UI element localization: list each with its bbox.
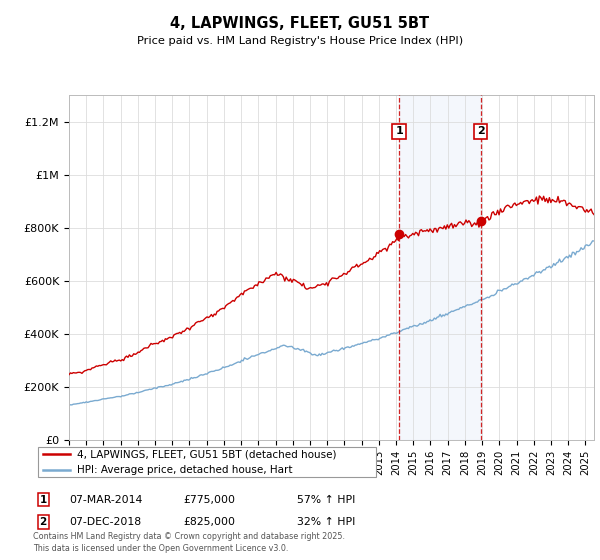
Text: 32% ↑ HPI: 32% ↑ HPI <box>297 517 355 527</box>
Text: 1: 1 <box>395 127 403 137</box>
FancyBboxPatch shape <box>38 447 376 477</box>
Text: 2: 2 <box>477 127 485 137</box>
Text: 1: 1 <box>40 494 47 505</box>
Bar <box>399 95 481 440</box>
Text: £775,000: £775,000 <box>183 494 235 505</box>
Text: Contains HM Land Registry data © Crown copyright and database right 2025.
This d: Contains HM Land Registry data © Crown c… <box>33 533 345 553</box>
Text: Price paid vs. HM Land Registry's House Price Index (HPI): Price paid vs. HM Land Registry's House … <box>137 36 463 46</box>
Text: 4, LAPWINGS, FLEET, GU51 5BT (detached house): 4, LAPWINGS, FLEET, GU51 5BT (detached h… <box>77 449 337 459</box>
Text: 2: 2 <box>40 517 47 527</box>
Text: 07-DEC-2018: 07-DEC-2018 <box>69 517 141 527</box>
Text: 57% ↑ HPI: 57% ↑ HPI <box>297 494 355 505</box>
Text: 4, LAPWINGS, FLEET, GU51 5BT: 4, LAPWINGS, FLEET, GU51 5BT <box>170 16 430 31</box>
Text: £825,000: £825,000 <box>183 517 235 527</box>
Text: 07-MAR-2014: 07-MAR-2014 <box>69 494 142 505</box>
Text: HPI: Average price, detached house, Hart: HPI: Average price, detached house, Hart <box>77 465 293 475</box>
